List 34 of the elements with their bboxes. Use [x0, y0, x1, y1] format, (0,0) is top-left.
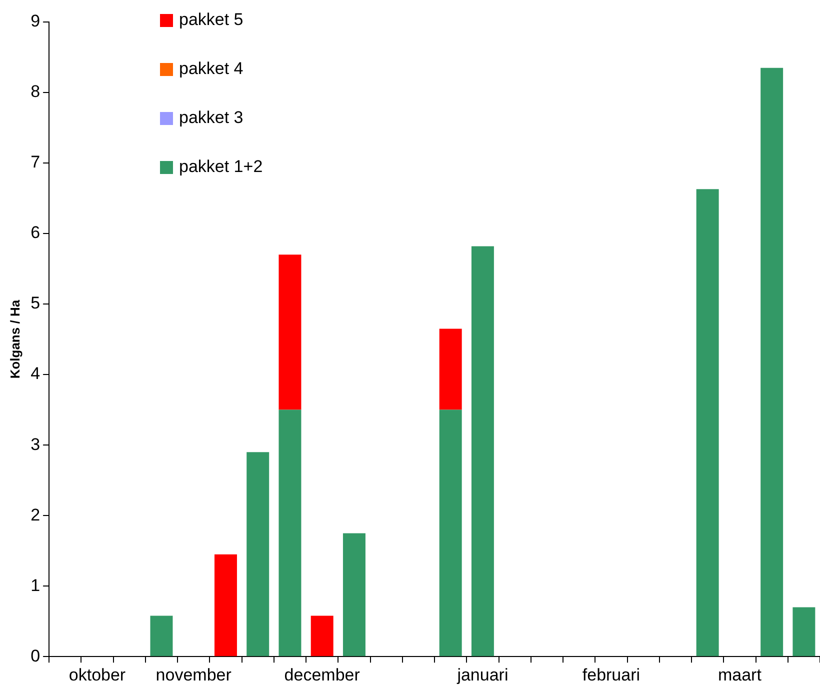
x-tick-label: oktober	[68, 665, 126, 684]
x-tick-label: november	[156, 665, 232, 684]
bar	[278, 410, 302, 656]
legend-label: pakket 4	[179, 59, 244, 79]
x-tick-label: februari	[582, 665, 640, 684]
bar	[342, 533, 366, 656]
y-tick-label: 0	[30, 646, 40, 666]
bar	[439, 410, 462, 656]
y-tick-label: 2	[30, 505, 40, 524]
y-tick-label: 7	[30, 152, 40, 172]
y-tick-label: 1	[30, 576, 40, 595]
y-tick-label: 8	[30, 82, 40, 102]
bar	[310, 616, 334, 656]
bar	[439, 328, 462, 410]
y-tick-label: 6	[30, 223, 40, 242]
bar	[792, 607, 816, 656]
y-tick-label: 3	[30, 434, 40, 454]
x-tick-label: december	[284, 665, 360, 684]
y-tick-label: 5	[30, 294, 40, 313]
bar	[760, 68, 784, 656]
x-tick-label: januari	[456, 665, 508, 684]
legend-label: pakket 3	[179, 108, 244, 128]
bar	[696, 189, 719, 656]
y-tick-label: 9	[30, 12, 40, 31]
y-axis-title: Kolgans / Ha	[7, 299, 22, 379]
legend-label: pakket 5	[179, 10, 244, 30]
bar	[471, 246, 494, 656]
y-tick-label: 4	[30, 364, 40, 384]
bar	[214, 554, 237, 656]
bar	[150, 616, 173, 656]
bar	[278, 254, 302, 410]
legend-label: pakket 1+2	[179, 157, 263, 177]
bar	[246, 452, 270, 656]
x-tick-label: maart	[718, 665, 762, 684]
